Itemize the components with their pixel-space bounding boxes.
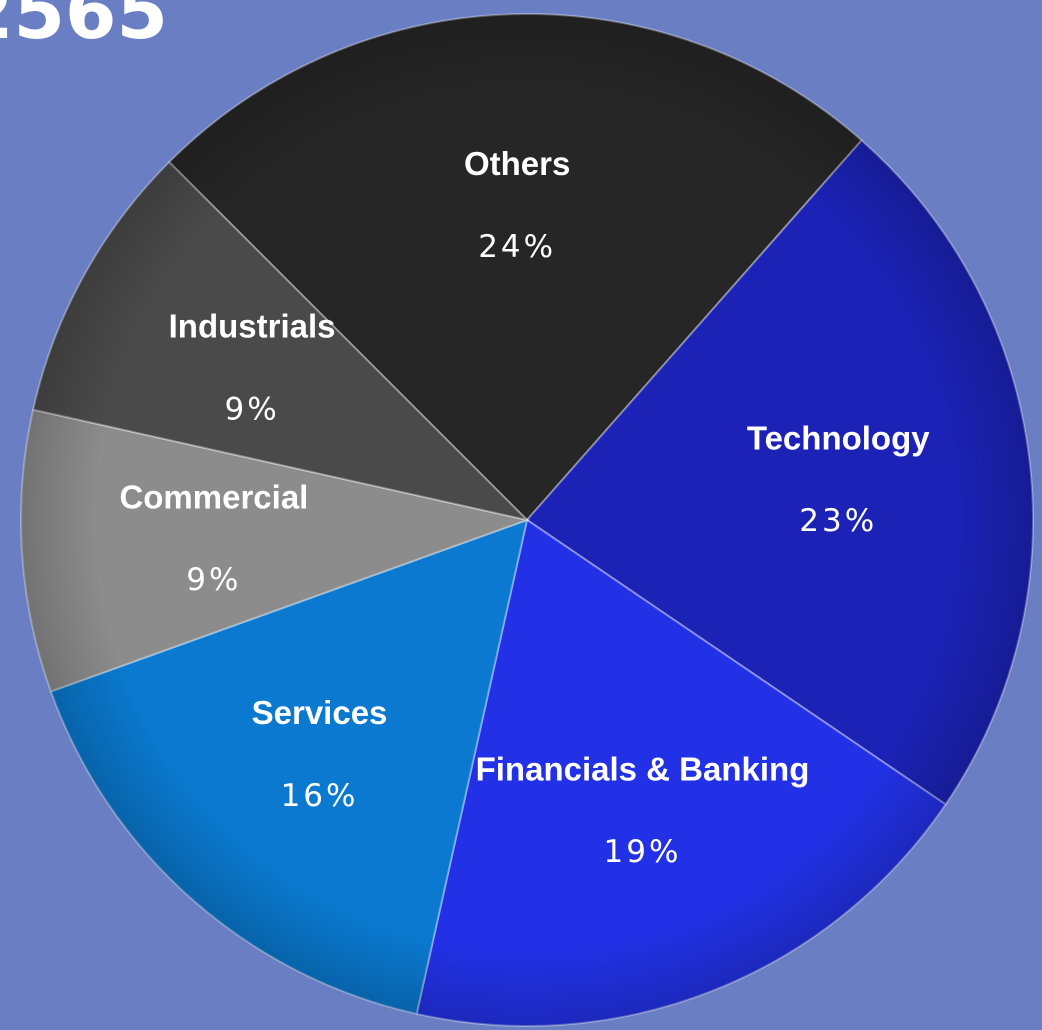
slice-label: Financials & Banking xyxy=(476,750,810,787)
value-label: 9% xyxy=(224,391,279,427)
slice-label: Industrials xyxy=(169,308,336,345)
slice-label: Commercial xyxy=(119,478,308,515)
slice-label: Technology xyxy=(747,419,930,456)
value-label: 24% xyxy=(478,229,556,265)
slice-label: Others xyxy=(464,145,570,182)
chart-title: 2565 xyxy=(0,0,168,56)
value-label: 23% xyxy=(799,503,877,539)
value-label: 19% xyxy=(604,834,682,870)
value-label: 9% xyxy=(186,562,241,598)
value-label: 16% xyxy=(281,778,359,814)
slice-label: Services xyxy=(252,694,388,731)
